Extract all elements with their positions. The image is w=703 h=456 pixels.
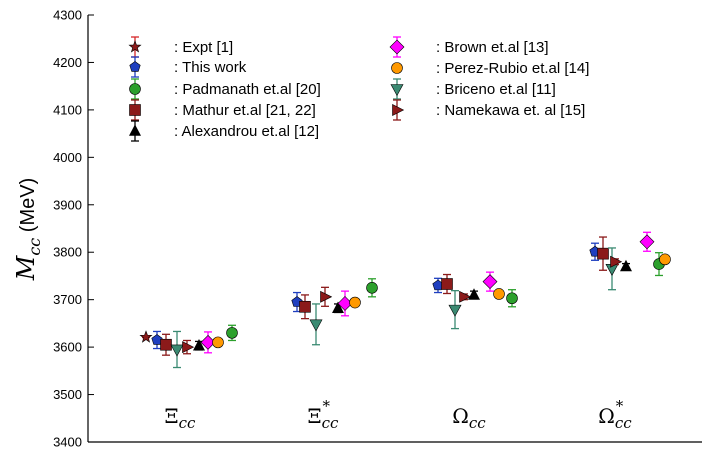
data-point (597, 247, 609, 260)
data-point (212, 336, 224, 349)
data-point (482, 274, 498, 290)
data-point (441, 278, 453, 290)
legend-marker (389, 39, 405, 55)
legend-marker (390, 84, 404, 97)
legend-label: : Namekawa et. al [15] (436, 102, 585, 119)
legend-marker (129, 104, 141, 116)
data-point (226, 327, 238, 339)
legend-label: : Briceno et.al [11] (436, 81, 556, 98)
x-category-label: Ξcc (165, 404, 196, 432)
data-point (448, 304, 462, 317)
data-point (160, 338, 172, 351)
legend-marker (129, 61, 141, 72)
y-tick-label: 3900 (53, 197, 82, 212)
legend-label: : This work (174, 59, 247, 76)
data-point (639, 234, 655, 250)
legend-label: : Perez-Rubio et.al [14] (436, 60, 589, 77)
data-point (459, 290, 472, 303)
data-point (320, 290, 333, 303)
legend-marker (128, 40, 142, 53)
data-point (309, 319, 323, 332)
legend-marker (392, 104, 405, 116)
data-point (506, 292, 518, 305)
y-tick-label: 3600 (53, 340, 82, 355)
y-tick-label: 3400 (53, 435, 82, 450)
y-tick-label: 4300 (53, 8, 82, 23)
data-point (332, 301, 344, 314)
y-tick-label: 3800 (53, 245, 82, 260)
data-point (468, 288, 480, 300)
data-point (610, 255, 623, 268)
data-point (193, 339, 205, 351)
legend-label: : Alexandrou et.al [12] (174, 123, 319, 140)
data-point (299, 300, 311, 313)
x-category-label: Ωcc* (598, 397, 632, 432)
legend-label: : Brown et.al [13] (436, 39, 549, 56)
legend-label: : Mathur et.al [21, 22] (174, 102, 316, 119)
legend-marker (129, 124, 141, 136)
data-point (366, 282, 378, 294)
x-category-label: Ξcc* (308, 397, 339, 432)
data-point (620, 259, 632, 272)
y-tick-label: 4000 (53, 150, 82, 165)
y-axis-title: Mcc (MeV) (12, 178, 44, 282)
y-tick-label: 3700 (53, 292, 82, 307)
legend-marker (129, 83, 141, 95)
data-point (200, 334, 216, 350)
data-point (659, 253, 671, 266)
legend-label: : Padmanath et.al [20] (174, 81, 321, 98)
legend-label: : Expt [1] (174, 39, 233, 56)
data-point (139, 330, 153, 343)
y-tick-label: 4100 (53, 102, 82, 117)
data-point (182, 341, 195, 354)
y-tick-label: 3500 (53, 387, 82, 402)
x-category-label: Ωcc (452, 404, 486, 432)
legend-marker (391, 62, 403, 74)
data-point (170, 344, 184, 357)
data-point (349, 296, 361, 309)
y-tick-label: 4200 (53, 55, 82, 70)
data-point (493, 288, 505, 300)
data-point (151, 334, 163, 345)
